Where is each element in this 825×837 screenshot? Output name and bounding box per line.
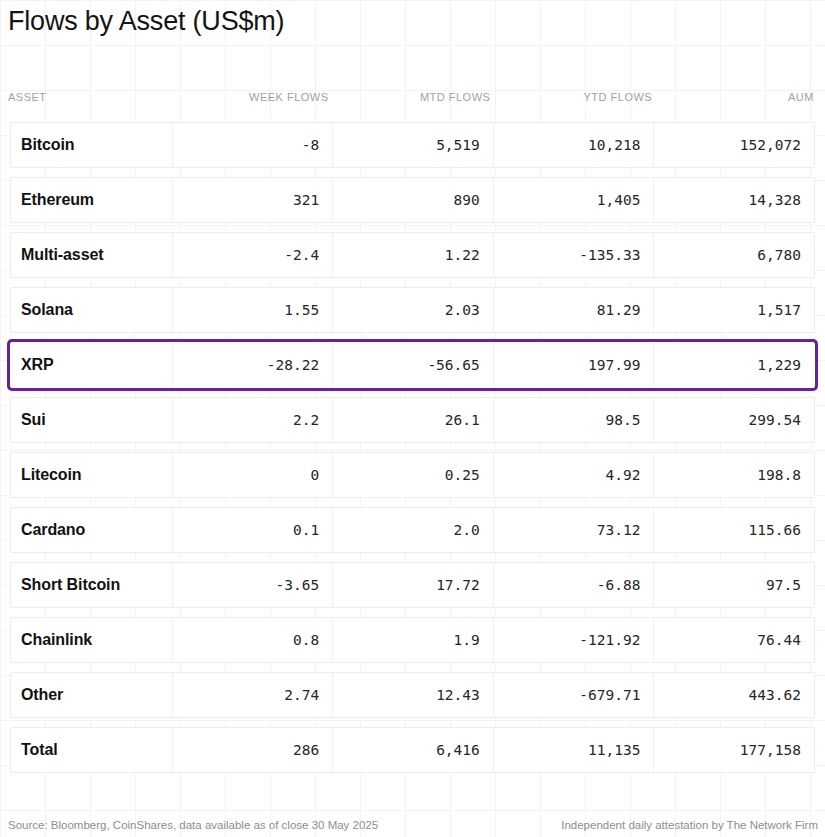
asset-name: Cardano [11,508,172,552]
ytd-flows-value: -679.71 [493,673,654,717]
week-flows-value: 0 [172,453,333,497]
ytd-flows-value: 10,218 [493,123,654,167]
asset-name: Sui [11,398,172,442]
table-row[interactable]: Bitcoin -8 5,519 10,218 152,072 [10,122,815,168]
ytd-flows-value: -121.92 [493,618,654,662]
aum-value: 14,328 [653,178,814,222]
mtd-flows-value: 0.25 [332,453,493,497]
footer: Source: Bloomberg, CoinShares, data avai… [8,819,818,831]
mtd-flows-value: 890 [332,178,493,222]
aum-value: 6,780 [653,233,814,277]
table-row[interactable]: Multi-asset -2.4 1.22 -135.33 6,780 [10,232,815,278]
aum-value: 76.44 [653,618,814,662]
ytd-flows-value: 73.12 [493,508,654,552]
table-row[interactable]: Solana 1.55 2.03 81.29 1,517 [10,287,815,333]
column-header-aum: AUM [655,91,817,103]
table-row[interactable]: Short Bitcoin -3.65 17.72 -6.88 97.5 [10,562,815,608]
week-flows-value: 286 [172,728,333,772]
ytd-flows-value: 81.29 [493,288,654,332]
column-header-ytd-flows: YTD FLOWS [493,91,655,103]
week-flows-value: 321 [172,178,333,222]
table-row[interactable]: Chainlink 0.8 1.9 -121.92 76.44 [10,617,815,663]
mtd-flows-value: 26.1 [332,398,493,442]
ytd-flows-value: 4.92 [493,453,654,497]
week-flows-value: 0.1 [172,508,333,552]
week-flows-value: -2.4 [172,233,333,277]
mtd-flows-value: 5,519 [332,123,493,167]
mtd-flows-value: 1.9 [332,618,493,662]
asset-name: Solana [11,288,172,332]
week-flows-value: -8 [172,123,333,167]
table-row[interactable]: Cardano 0.1 2.0 73.12 115.66 [10,507,815,553]
week-flows-value: 2.2 [172,398,333,442]
aum-value: 1,517 [653,288,814,332]
flows-by-asset-panel: Flows by Asset (US$m) ASSET WEEK FLOWS M… [0,0,825,837]
table-row[interactable]: Total 286 6,416 11,135 177,158 [10,727,815,773]
asset-name: Multi-asset [11,233,172,277]
table-row[interactable]: Litecoin 0 0.25 4.92 198.8 [10,452,815,498]
table-row[interactable]: Sui 2.2 26.1 98.5 299.54 [10,397,815,443]
mtd-flows-value: 2.0 [332,508,493,552]
mtd-flows-value: 12.43 [332,673,493,717]
asset-name: Ethereum [11,178,172,222]
asset-name: Chainlink [11,618,172,662]
aum-value: 152,072 [653,123,814,167]
source-note: Source: Bloomberg, CoinShares, data avai… [8,819,378,831]
column-header-week-flows: WEEK FLOWS [170,91,332,103]
ytd-flows-value: 1,405 [493,178,654,222]
column-header-asset: ASSET [8,91,170,103]
ytd-flows-value: 11,135 [493,728,654,772]
asset-name: Total [11,728,172,772]
week-flows-value: 0.8 [172,618,333,662]
table-body: Bitcoin -8 5,519 10,218 152,072 Ethereum… [10,122,815,773]
asset-name: Short Bitcoin [11,563,172,607]
week-flows-value: -3.65 [172,563,333,607]
ytd-flows-value: 197.99 [493,343,654,387]
asset-name: Litecoin [11,453,172,497]
mtd-flows-value: 2.03 [332,288,493,332]
aum-value: 198.8 [653,453,814,497]
page-title: Flows by Asset (US$m) [8,6,284,37]
table-header: ASSET WEEK FLOWS MTD FLOWS YTD FLOWS AUM [8,91,817,103]
mtd-flows-value: 17.72 [332,563,493,607]
ytd-flows-value: -6.88 [493,563,654,607]
aum-value: 299.54 [653,398,814,442]
table-row[interactable]: XRP -28.22 -56.65 197.99 1,229 [10,342,815,388]
mtd-flows-value: -56.65 [332,343,493,387]
week-flows-value: 1.55 [172,288,333,332]
week-flows-value: -28.22 [172,343,333,387]
mtd-flows-value: 1.22 [332,233,493,277]
aum-value: 443.62 [653,673,814,717]
ytd-flows-value: -135.33 [493,233,654,277]
week-flows-value: 2.74 [172,673,333,717]
aum-value: 177,158 [653,728,814,772]
aum-value: 97.5 [653,563,814,607]
column-header-mtd-flows: MTD FLOWS [332,91,494,103]
aum-value: 115.66 [653,508,814,552]
aum-value: 1,229 [653,343,814,387]
asset-name: Bitcoin [11,123,172,167]
table-row[interactable]: Other 2.74 12.43 -679.71 443.62 [10,672,815,718]
asset-name: XRP [11,343,172,387]
table-row[interactable]: Ethereum 321 890 1,405 14,328 [10,177,815,223]
ytd-flows-value: 98.5 [493,398,654,442]
mtd-flows-value: 6,416 [332,728,493,772]
attestation-note: Independent daily attestation by The Net… [561,819,818,831]
asset-name: Other [11,673,172,717]
